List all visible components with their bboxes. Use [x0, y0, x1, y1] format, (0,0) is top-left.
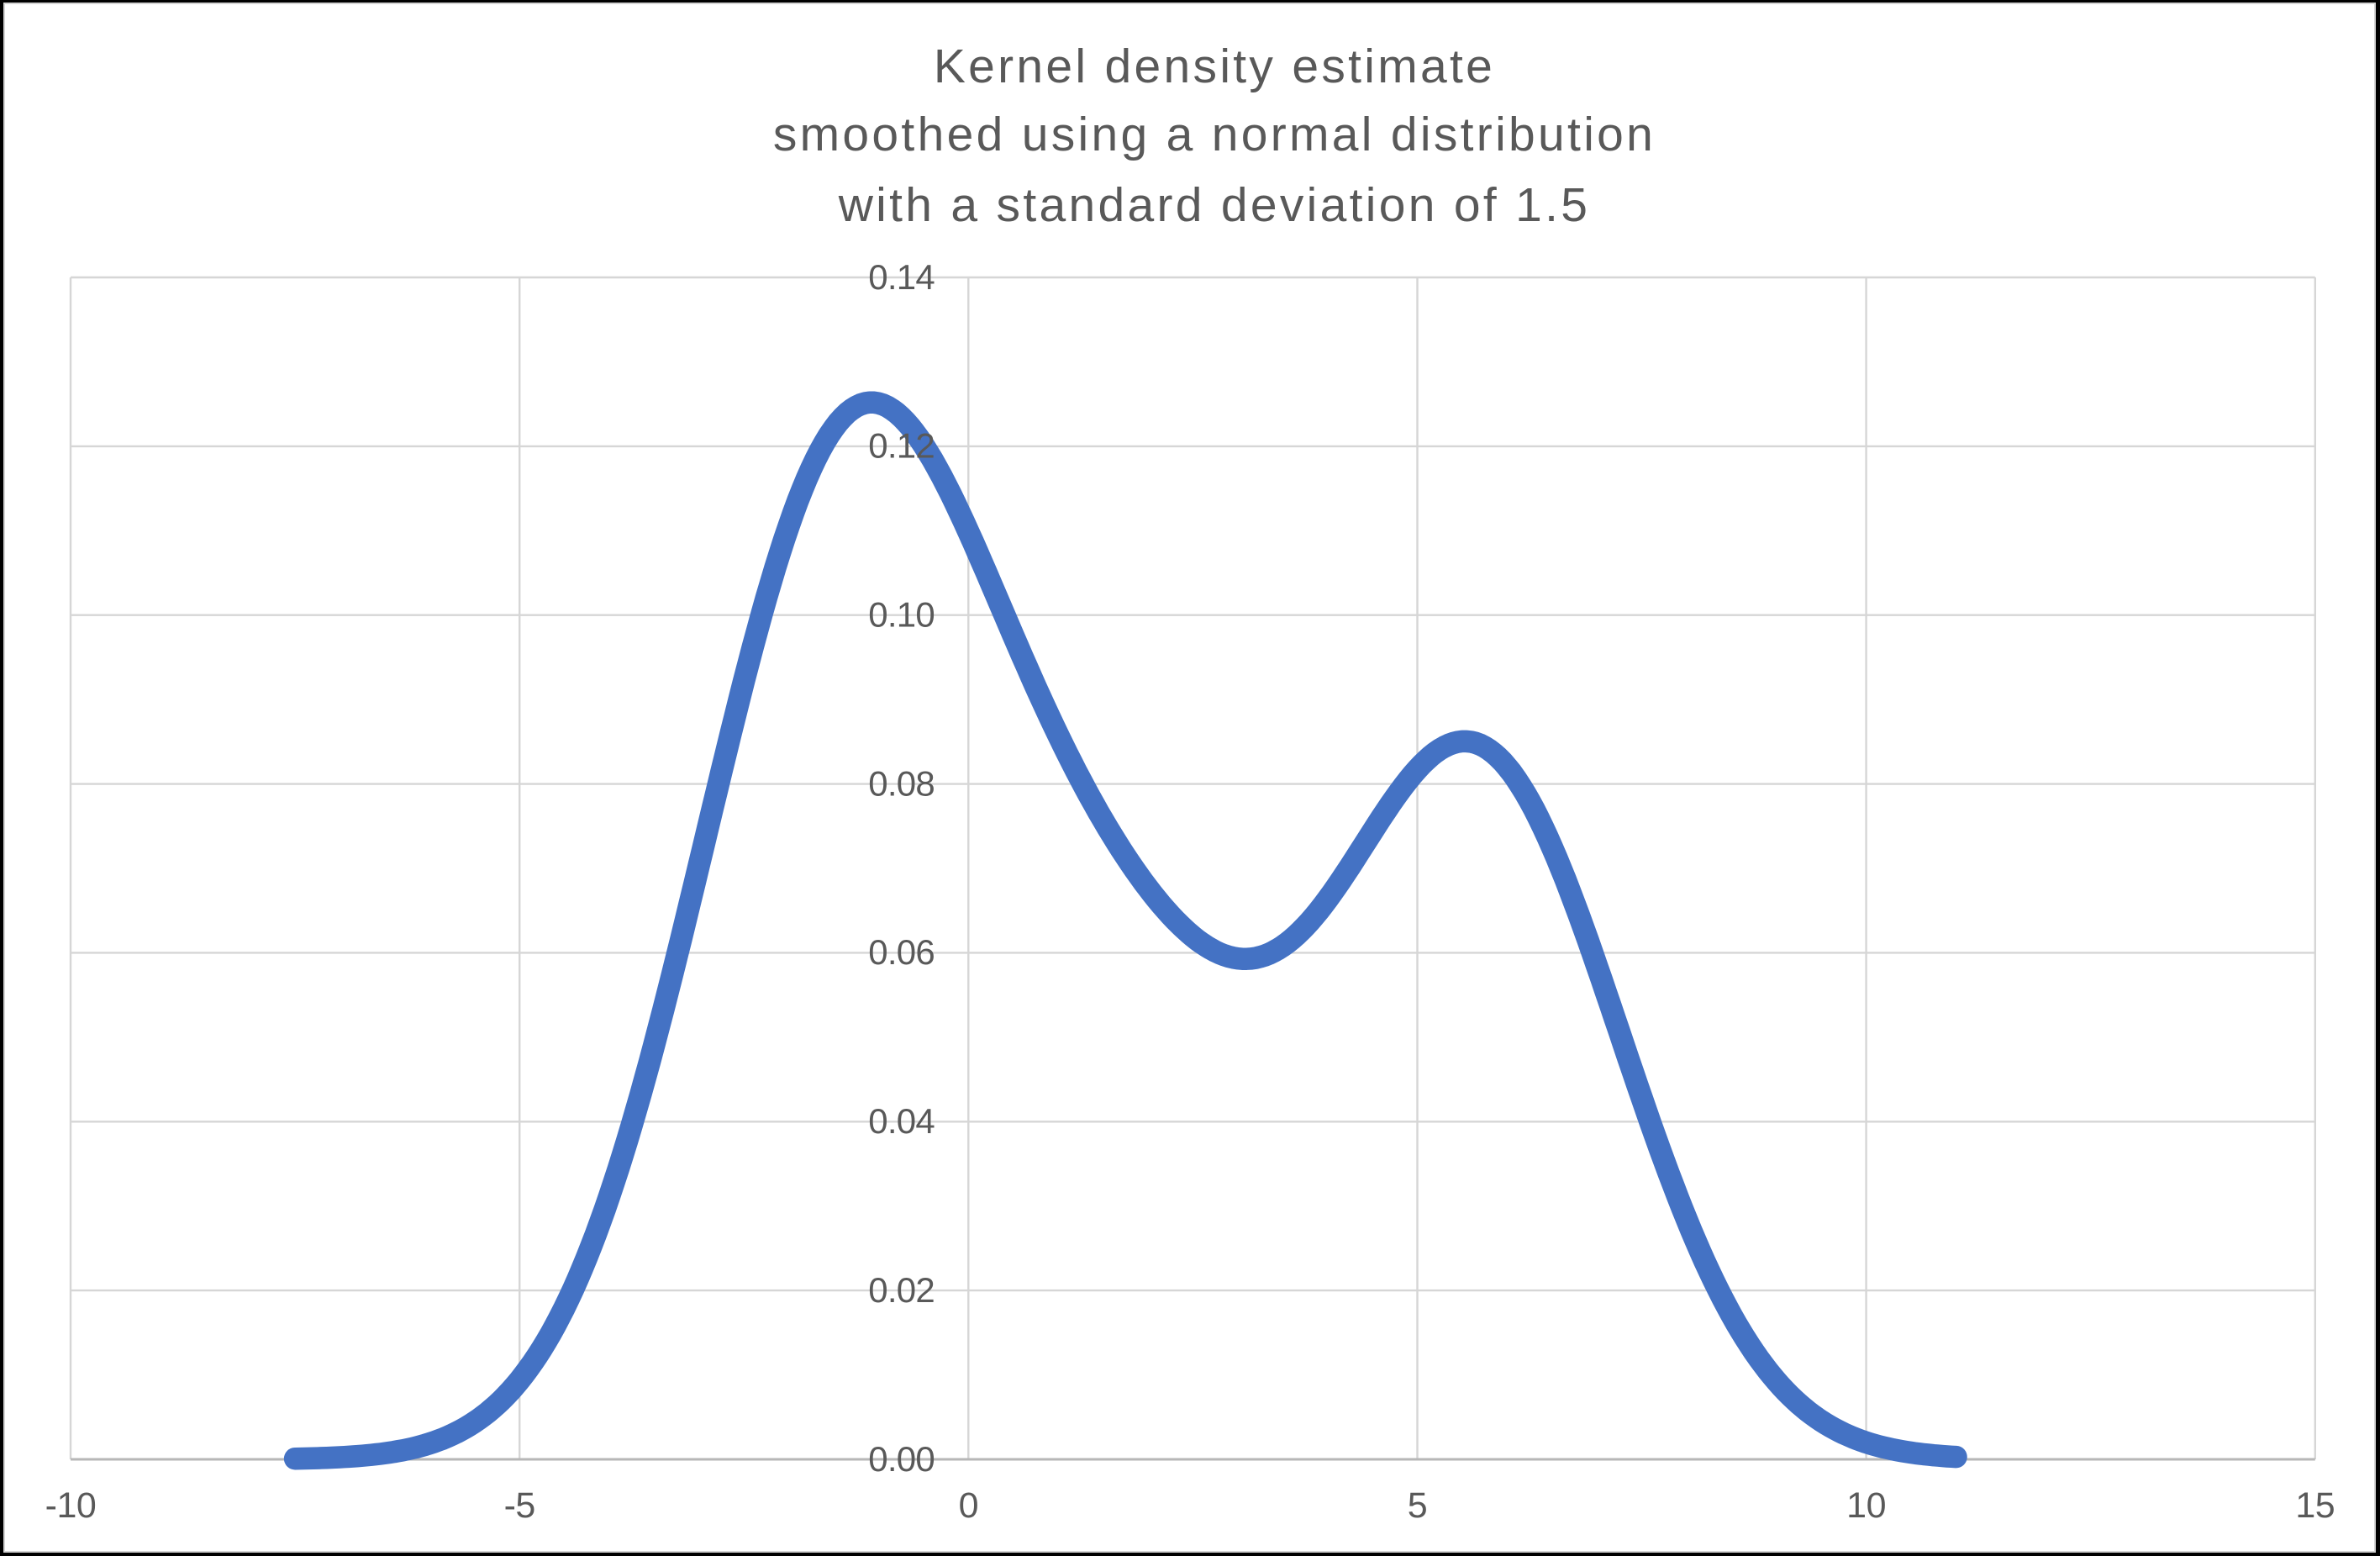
- svg-text:0.06: 0.06: [868, 932, 935, 972]
- svg-text:10: 10: [1846, 1485, 1886, 1526]
- svg-text:0.02: 0.02: [868, 1270, 935, 1310]
- svg-text:0.00: 0.00: [868, 1439, 935, 1479]
- svg-text:5: 5: [1408, 1485, 1427, 1526]
- svg-text:Kernel density estimate: Kernel density estimate: [934, 40, 1495, 93]
- svg-text:-5: -5: [504, 1485, 535, 1526]
- svg-text:0: 0: [959, 1485, 978, 1526]
- svg-text:-10: -10: [45, 1485, 97, 1526]
- svg-text:with a standard deviation of 1: with a standard deviation of 1.5: [838, 178, 1591, 232]
- svg-text:0.04: 0.04: [868, 1101, 935, 1141]
- svg-text:0.14: 0.14: [868, 257, 935, 297]
- svg-text:0.12: 0.12: [868, 426, 935, 466]
- svg-text:0.10: 0.10: [868, 595, 935, 635]
- svg-text:smoothed using a normal distri: smoothed using a normal distribution: [773, 108, 1656, 161]
- svg-text:15: 15: [2295, 1485, 2335, 1526]
- svg-text:0.08: 0.08: [868, 763, 935, 803]
